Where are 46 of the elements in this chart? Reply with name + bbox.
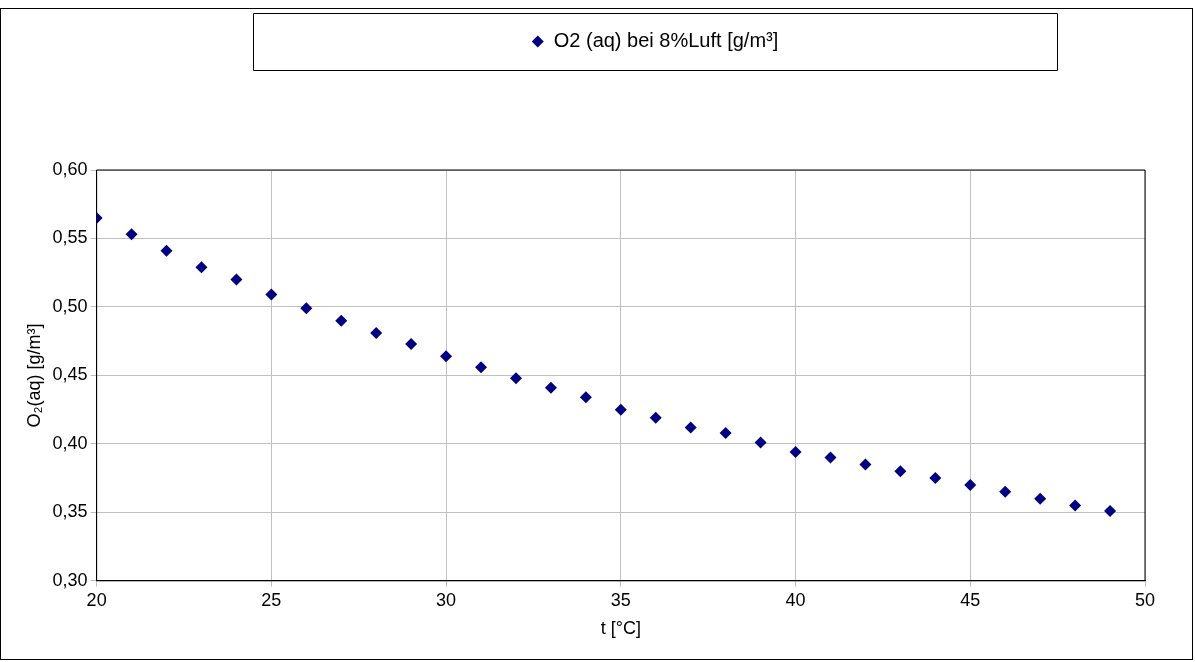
point [370,326,383,339]
point [1069,499,1082,512]
point [754,436,767,449]
point [300,302,313,315]
point [579,391,592,404]
point [1034,492,1047,505]
x-tick-label: 40 [785,589,806,610]
point [475,361,488,374]
point [230,273,243,286]
x-tick-label: 35 [610,589,631,610]
point [265,288,278,301]
point [894,465,907,478]
y-tick-label: 0,55 [52,227,88,248]
point [684,421,697,434]
point [509,372,522,385]
point [195,261,208,274]
point [544,381,557,394]
point [614,403,627,416]
y-tick-label: 0,30 [52,569,88,590]
point [824,451,837,464]
point [1104,504,1117,517]
x-tick-label: 30 [436,589,457,610]
legend-label: O2 (aq) bei 8%Luft [g/m³] [553,29,779,52]
point [789,446,802,459]
y-tick-label: 0,45 [52,364,88,385]
x-tick-label: 25 [261,589,282,610]
x-axis-title: t [°C] [600,618,641,639]
y-tick-label: 0,40 [52,432,88,453]
y-tick-label: 0,35 [52,501,88,522]
x-tick-label: 20 [86,589,107,610]
y-tick-label: 0,50 [52,295,88,316]
point [929,472,942,485]
x-tick-label: 45 [960,589,981,610]
point [999,485,1012,498]
point [160,244,173,257]
y-tick-label: 0,60 [52,158,88,179]
point [335,314,348,327]
y-axis-title: O₂(aq) [g/m³] [23,323,44,428]
point [649,411,662,424]
point [405,337,418,350]
point [859,458,872,471]
x-tick-label: 50 [1134,589,1156,610]
point [125,228,138,241]
point [719,426,732,439]
point [440,350,453,363]
point [964,478,977,491]
